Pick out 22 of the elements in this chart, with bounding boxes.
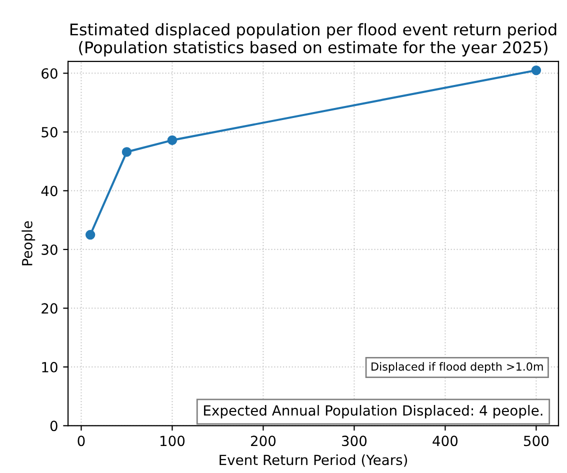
x-tick-label: 100 [160, 436, 185, 446]
point [85, 230, 96, 240]
x-tick-label: 200 [250, 436, 276, 446]
x-tick-label: 300 [342, 436, 367, 446]
point [531, 65, 542, 76]
y-tick-label: 10 [42, 362, 58, 372]
x-axis-title: Event Return Period (Years) [220, 454, 408, 467]
y-axis-title: People [22, 221, 36, 266]
x-tick-label: 500 [524, 436, 549, 446]
annotation: Displaced if flood depth >1.0m [372, 362, 543, 373]
chart-title: Estimated displaced population per flood event return period (Population statistics based on estimate for the year 2025) [70, 23, 556, 56]
y-tick-label: 30 [42, 244, 58, 255]
point [167, 135, 178, 146]
y-tick-label: 40 [41, 186, 58, 196]
y-tick-label: 50 [42, 126, 58, 138]
x-tick-label: 0 [78, 436, 85, 446]
point [122, 147, 132, 157]
y-tick-label: 60 [42, 68, 58, 79]
y-tick-label: 20 [42, 303, 58, 314]
y-tick-label: 0 [50, 420, 58, 432]
x-tick-label: 400 [432, 436, 458, 446]
annotation: Expected Annual Population Displaced: 4 people. [204, 404, 542, 418]
